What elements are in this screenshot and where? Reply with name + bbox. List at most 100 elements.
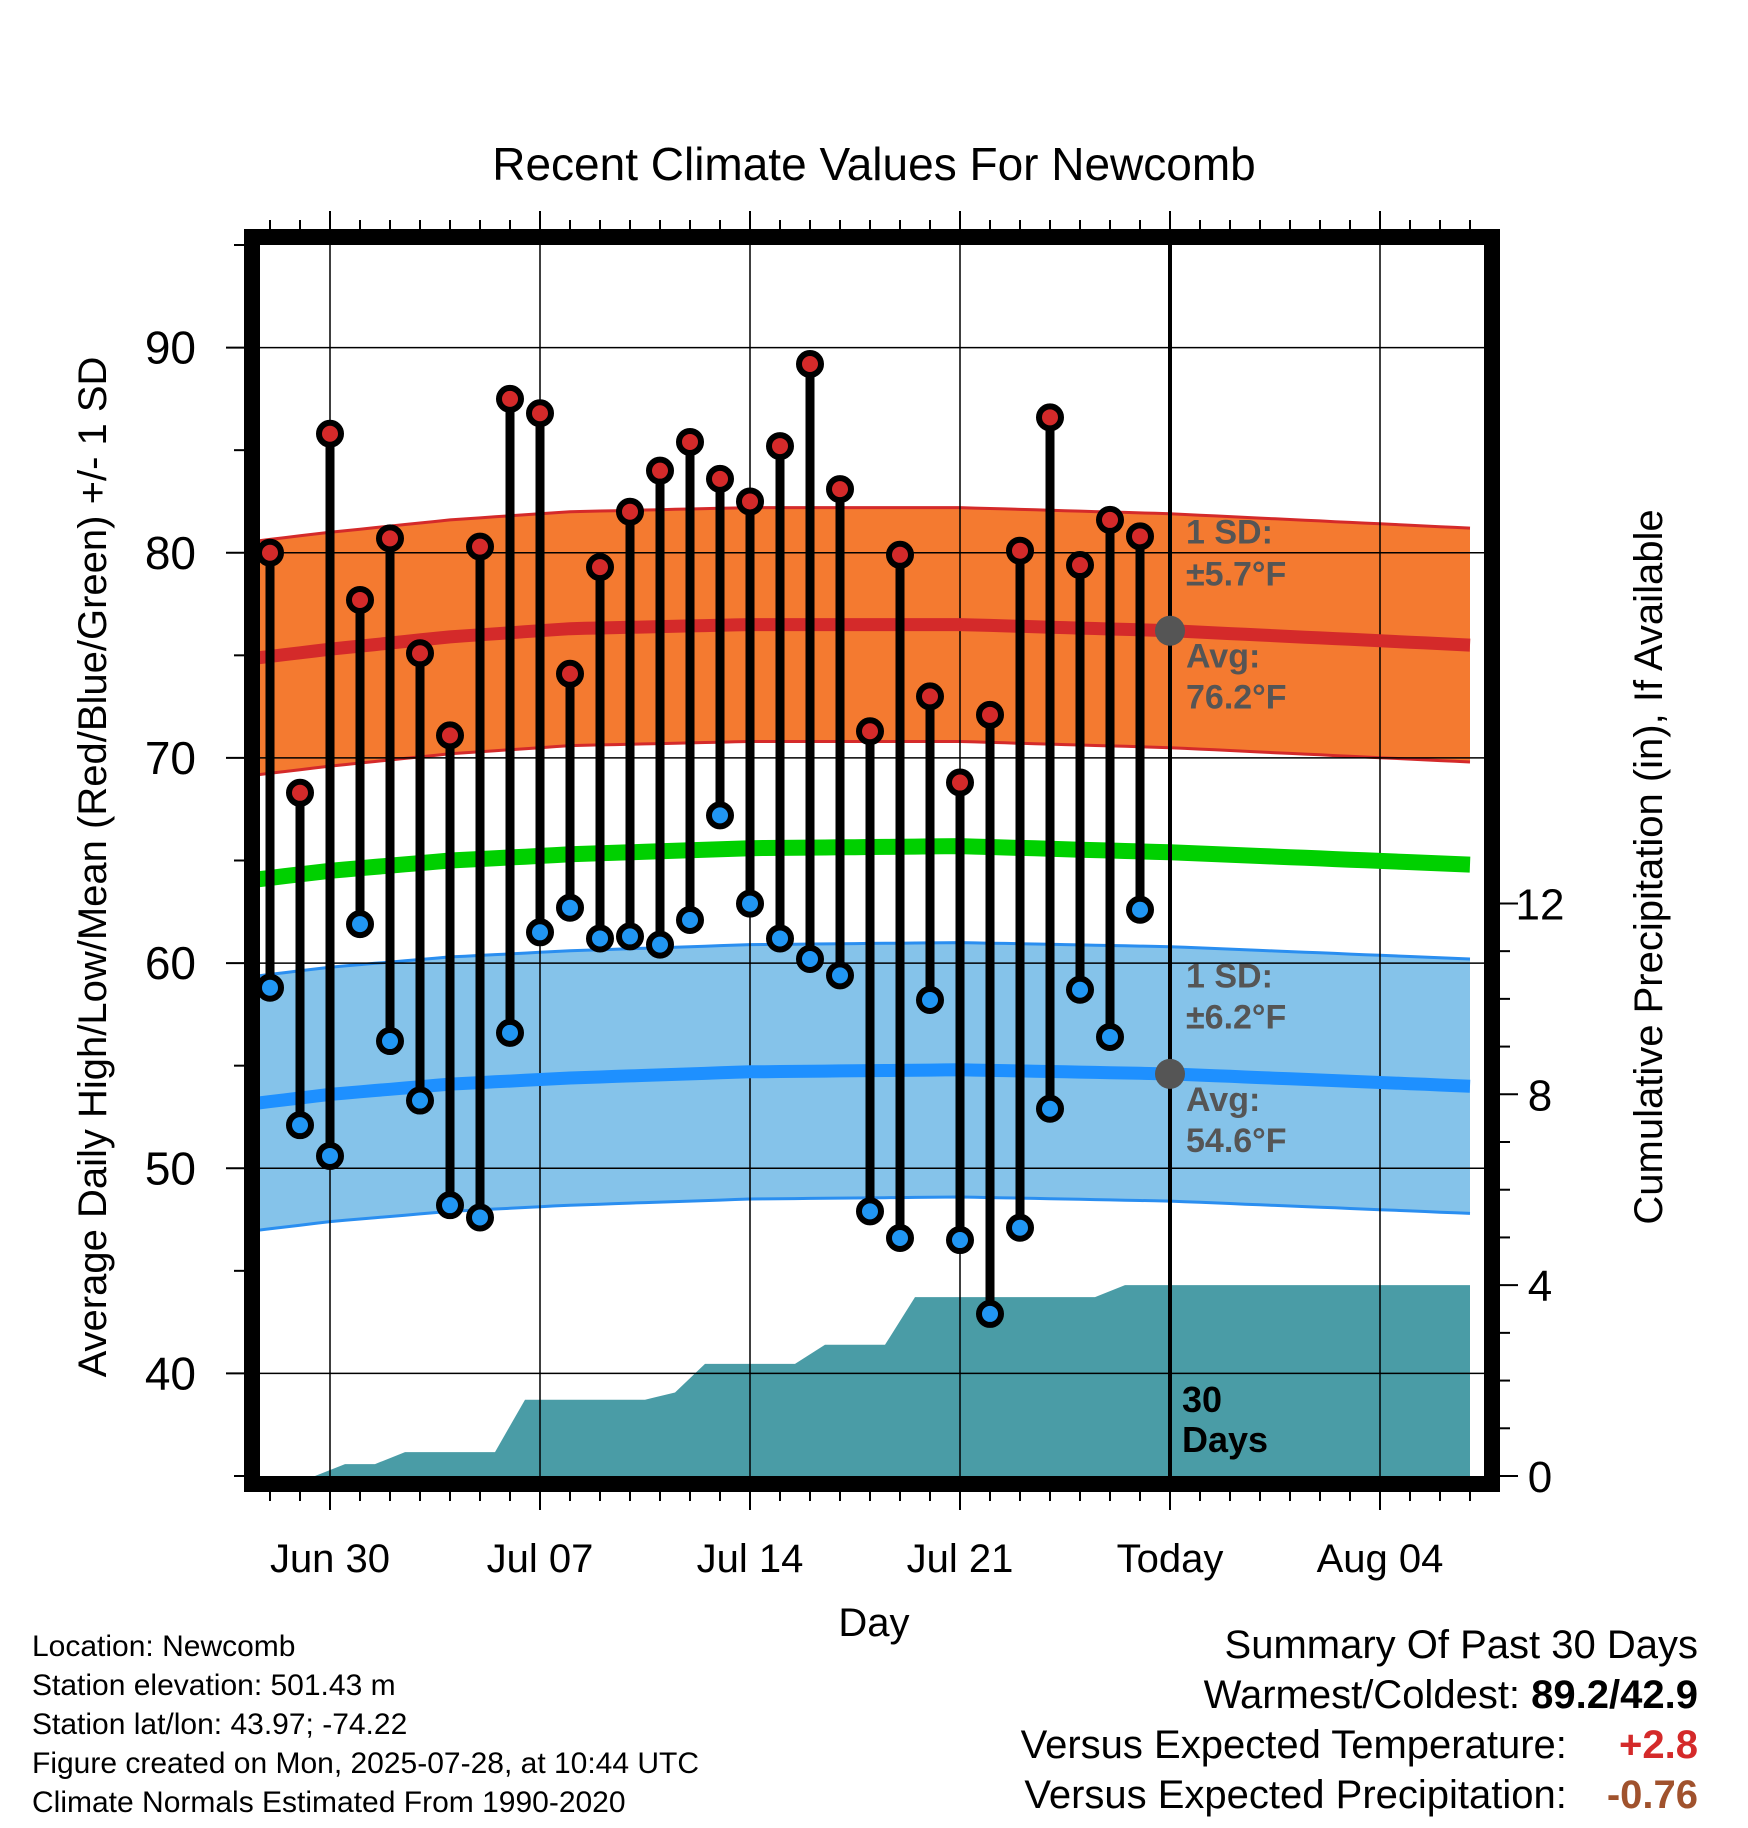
warmest-coldest-label: Warmest/Coldest:: [1203, 1673, 1521, 1717]
daily-low-point: [316, 1141, 344, 1170]
y-tick-label: 40: [145, 1347, 196, 1399]
period-label-number: 30: [1182, 1379, 1222, 1420]
daily-high-point: [676, 427, 704, 456]
y2-tick-label: 12: [1516, 880, 1565, 929]
summary-title: Summary Of Past 30 Days: [1224, 1623, 1698, 1667]
plot-frame: [244, 229, 1500, 1492]
y2-tick-label: 0: [1528, 1453, 1552, 1502]
daily-low-point: [856, 1197, 884, 1226]
y-tick-label: 90: [145, 322, 196, 374]
temp-departure-value: +2.8: [1619, 1723, 1698, 1767]
low-sd-lower-edge: [260, 1195, 1471, 1232]
high-avg-value: 76.2°F: [1186, 679, 1287, 717]
y-tick-label: 50: [145, 1142, 196, 1194]
high-sd-label: 1 SD:: [1186, 514, 1273, 552]
low-avg-label: Avg:: [1186, 1081, 1260, 1119]
daily-low-point: [496, 1018, 524, 1047]
daily-high-point: [466, 532, 494, 561]
station-info: Location: Newcomb Station elevation: 501…: [32, 1627, 699, 1822]
low-sd-value: ±6.2°F: [1186, 999, 1286, 1037]
daily-low-point: [946, 1226, 974, 1255]
precip-departure-label: Versus Expected Precipitation:: [1024, 1773, 1567, 1817]
daily-high-point: [496, 384, 524, 413]
low-avg-value: 54.6°F: [1186, 1122, 1287, 1160]
warmest-coldest-value: 89.2/42.9: [1531, 1673, 1698, 1717]
today-low-avg-marker: [1155, 1058, 1185, 1089]
daily-high-point: [646, 456, 674, 485]
daily-low-point: [736, 889, 764, 918]
daily-high-point: [1036, 403, 1064, 432]
x-tick-label: Today: [1117, 1537, 1224, 1581]
daily-high-point: [1066, 551, 1094, 580]
daily-low-point: [616, 922, 644, 951]
elevation-text: Station elevation: 501.43 m: [32, 1669, 396, 1702]
location-text: Location: Newcomb: [32, 1630, 296, 1663]
daily-high-point: [586, 553, 614, 582]
daily-high-point: [286, 778, 314, 807]
low-sd-band: [260, 942, 1470, 1230]
daily-low-point: [976, 1299, 1004, 1328]
daily-high-point: [616, 497, 644, 526]
daily-low-point: [1096, 1022, 1124, 1051]
daily-low-point: [556, 893, 584, 922]
daily-low-point: [706, 801, 734, 830]
daily-low-point: [1126, 895, 1154, 924]
daily-high-point: [436, 721, 464, 750]
y2-tick-label: 4: [1528, 1262, 1552, 1311]
precip-departure-value: -0.76: [1606, 1773, 1698, 1817]
daily-low-point: [586, 924, 614, 953]
x-tick-label: Jul 07: [487, 1537, 594, 1581]
daily-high-point: [796, 349, 824, 378]
daily-high-point: [376, 524, 404, 553]
daily-low-point: [1066, 975, 1094, 1004]
y-axis-label: Average Daily High/Low/Mean (Red/Blue/Gr…: [71, 357, 115, 1378]
created-text: Figure created on Mon, 2025-07-28, at 10…: [32, 1747, 700, 1780]
normals-text: Climate Normals Estimated From 1990-2020: [32, 1786, 626, 1819]
daily-high-point: [886, 540, 914, 569]
x-tick-label: Jul 21: [907, 1537, 1014, 1581]
daily-high-point: [256, 538, 284, 567]
temp-departure-label: Versus Expected Temperature:: [1020, 1723, 1567, 1767]
daily-low-point: [646, 930, 674, 959]
x-tick-label: Aug 04: [1317, 1537, 1444, 1581]
x-axis-label: Day: [838, 1601, 909, 1645]
daily-low-point: [676, 905, 704, 934]
daily-high-point: [916, 682, 944, 711]
daily-low-point: [526, 918, 554, 947]
precip-area: [260, 1285, 1470, 1476]
daily-high-point: [946, 768, 974, 797]
latlon-text: Station lat/lon: 43.97; -74.22: [32, 1708, 408, 1741]
daily-high-point: [406, 639, 434, 668]
daily-low-point: [1036, 1094, 1064, 1123]
daily-high-point: [556, 659, 584, 688]
daily-low-point: [886, 1224, 914, 1253]
daily-high-point: [346, 585, 374, 614]
high-avg-label: Avg:: [1186, 638, 1260, 676]
daily-high-point: [736, 487, 764, 516]
y-tick-label: 70: [145, 732, 196, 784]
daily-high-point: [976, 700, 1004, 729]
y-tick-label: 60: [145, 937, 196, 989]
daily-low-point: [916, 986, 944, 1015]
daily-low-point: [436, 1191, 464, 1220]
chart-title: Recent Climate Values For Newcomb: [492, 138, 1256, 190]
daily-high-point: [1006, 536, 1034, 565]
y2-tick-label: 8: [1528, 1071, 1552, 1120]
daily-low-point: [796, 944, 824, 973]
daily-low-point: [256, 973, 284, 1002]
daily-high-point: [856, 717, 884, 746]
high-sd-value: ±5.7°F: [1186, 556, 1286, 594]
y-tick-label: 80: [145, 527, 196, 579]
daily-low-point: [376, 1027, 404, 1056]
daily-low-point: [346, 910, 374, 939]
x-tick-label: Jun 30: [270, 1537, 390, 1581]
daily-low-point: [826, 961, 854, 990]
today-high-avg-marker: [1155, 615, 1185, 646]
daily-low-point: [466, 1203, 494, 1232]
daily-high-point: [526, 399, 554, 428]
high-sd-band: [260, 507, 1470, 775]
daily-high-point: [1096, 505, 1124, 534]
daily-low-point: [286, 1111, 314, 1140]
daily-high-point: [826, 475, 854, 504]
